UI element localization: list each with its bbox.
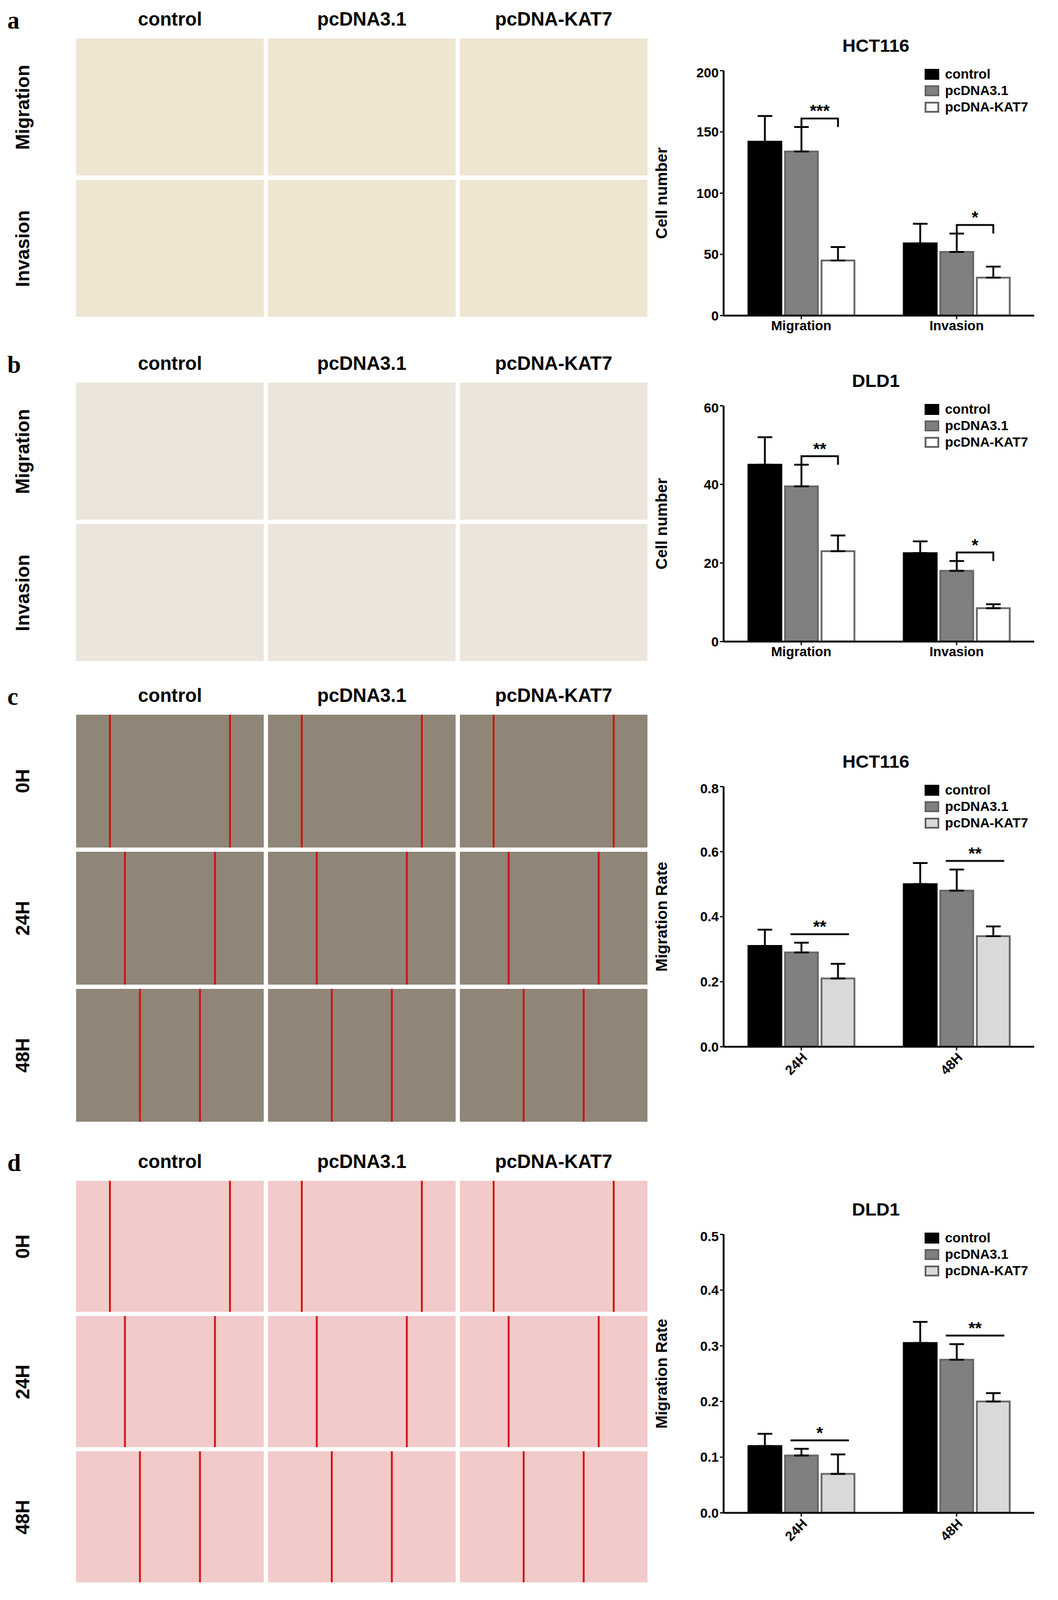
html-text:pcDNA-KAT7: pcDNA-KAT7 [945,814,1029,830]
svg-text:0.8: 0.8 [699,780,719,797]
html-text:pcDNA-KAT7: pcDNA-KAT7 [495,1150,613,1172]
svg-text:*: * [971,207,979,227]
html-text:control: control [137,352,202,374]
svg-text:0.2: 0.2 [699,1393,719,1409]
html-text:Invasion: Invasion [12,554,34,631]
html-text:control: control [945,401,991,417]
svg-text:Migration: Migration [771,317,832,334]
html-text:c: c [7,682,19,711]
html-text:DLD1: DLD1 [852,370,900,391]
html-text:pcDNA3.1: pcDNA3.1 [945,798,1009,814]
svg-text:0.0: 0.0 [699,1039,719,1055]
html-text:control: control [137,1150,202,1172]
svg-text:24H: 24H [782,1515,811,1544]
svg-text:*: * [971,535,979,555]
html-text:HCT116: HCT116 [842,35,910,56]
html-text:control: control [945,66,991,82]
svg-text:200: 200 [696,65,719,81]
html-text:HCT116: HCT116 [842,751,910,772]
svg-text:60: 60 [704,400,719,416]
html-text:b: b [7,350,21,379]
svg-text:**: ** [813,439,827,459]
html-text:pcDNA3.1: pcDNA3.1 [317,8,407,30]
html-text:pcDNA-KAT7: pcDNA-KAT7 [495,684,613,706]
svg-text:0: 0 [711,634,719,650]
svg-text:Migration: Migration [771,643,832,660]
html-text:control: control [137,8,202,30]
svg-text:Invasion: Invasion [929,643,984,660]
html-text:24H: 24H [12,900,34,936]
html-text:a: a [7,6,20,35]
html-text:control: control [945,781,991,798]
svg-text:48H: 48H [937,1515,966,1544]
html-text:control: control [945,1229,991,1245]
svg-text:40: 40 [704,476,719,493]
svg-text:Migration Rate: Migration Rate [652,861,671,972]
html-text:pcDNA-KAT7: pcDNA-KAT7 [945,433,1029,450]
svg-text:***: *** [809,101,830,120]
svg-text:Invasion: Invasion [929,317,984,334]
svg-text:100: 100 [696,185,719,202]
html-text:pcDNA-KAT7: pcDNA-KAT7 [495,8,613,30]
svg-text:0.1: 0.1 [699,1449,719,1465]
svg-text:0.3: 0.3 [699,1338,719,1354]
html-text:pcDNA-KAT7: pcDNA-KAT7 [945,98,1029,115]
html-text:24H: 24H [12,1363,34,1399]
svg-text:0.4: 0.4 [699,908,719,924]
html-text:pcDNA3.1: pcDNA3.1 [317,352,407,374]
svg-text:0.2: 0.2 [699,973,719,990]
html-text:0H: 0H [12,768,34,793]
html-text:pcDNA3.1: pcDNA3.1 [317,684,407,706]
html-text:DLD1: DLD1 [852,1198,900,1219]
html-text:pcDNA-KAT7: pcDNA-KAT7 [495,352,613,374]
html-text:0H: 0H [12,1233,34,1258]
html-text:48H: 48H [12,1499,34,1534]
svg-text:0.6: 0.6 [699,844,719,860]
html-text:Migration: Migration [12,408,34,494]
svg-text:20: 20 [704,555,719,571]
svg-text:**: ** [813,916,827,936]
html-text:Invasion: Invasion [12,209,34,287]
svg-text:48H: 48H [937,1049,966,1078]
svg-text:**: ** [968,1318,982,1337]
html-text:Migration: Migration [12,64,34,150]
svg-text:24H: 24H [782,1049,811,1078]
svg-text:50: 50 [704,246,719,262]
svg-text:Migration Rate: Migration Rate [652,1318,671,1429]
html-text:pcDNA-KAT7: pcDNA-KAT7 [945,1262,1029,1278]
html-text:pcDNA3.1: pcDNA3.1 [317,1150,407,1172]
svg-text:**: ** [968,843,982,863]
svg-text:Cell number: Cell number [652,147,671,239]
html-text:48H: 48H [12,1037,34,1073]
svg-text:0: 0 [711,308,719,324]
html-text:pcDNA3.1: pcDNA3.1 [945,1245,1009,1262]
svg-text:0.0: 0.0 [699,1505,719,1521]
svg-text:0.5: 0.5 [699,1228,719,1244]
html-text:control: control [137,684,202,706]
svg-text:0.4: 0.4 [699,1282,719,1298]
svg-text:*: * [816,1422,823,1442]
html-text:pcDNA3.1: pcDNA3.1 [945,417,1009,433]
svg-text:Cell number: Cell number [652,477,671,569]
svg-text:150: 150 [696,124,719,140]
html-text:pcDNA3.1: pcDNA3.1 [945,82,1009,98]
html-text:d: d [7,1148,21,1177]
